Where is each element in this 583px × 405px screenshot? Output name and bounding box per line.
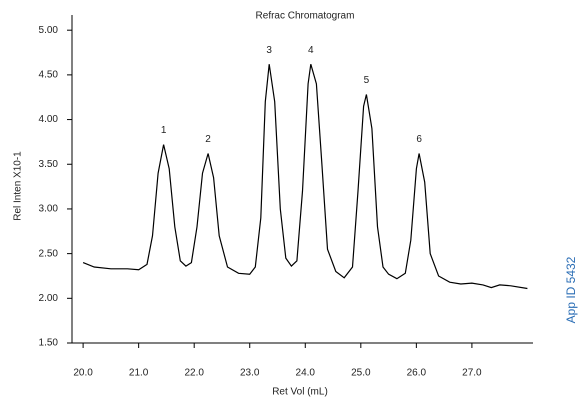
- chromatogram-line: [82, 64, 528, 290]
- peak-label: 6: [416, 134, 422, 145]
- peak-label: 5: [364, 75, 370, 86]
- y-tick-label: 3.00: [39, 204, 59, 215]
- side-note: App ID 5432: [564, 256, 578, 323]
- peak-label: 1: [161, 125, 167, 136]
- x-tick-label: 21.0: [129, 368, 149, 379]
- y-tick-label: 2.50: [39, 248, 59, 259]
- peak-label: 4: [308, 45, 314, 56]
- x-tick-label: 23.0: [240, 368, 260, 379]
- y-tick-label: 4.50: [39, 70, 59, 81]
- y-tick-label: 3.50: [39, 159, 59, 170]
- x-tick-label: 22.0: [184, 368, 204, 379]
- x-axis-label: Ret Vol (mL): [272, 387, 328, 398]
- peak-label: 2: [205, 134, 211, 145]
- x-tick-label: 24.0: [296, 368, 316, 379]
- chart-title: Refrac Chromatogram: [256, 11, 355, 22]
- peak-label: 3: [266, 45, 272, 56]
- x-tick-label: 26.0: [407, 368, 427, 379]
- y-tick-label: 5.00: [39, 25, 59, 36]
- x-tick-label: 27.0: [462, 368, 482, 379]
- y-tick-label: 2.00: [39, 293, 59, 304]
- y-tick-label: 1.50: [39, 338, 59, 349]
- y-axis-label: Rel Inten X10-1: [13, 151, 24, 221]
- x-tick-label: 25.0: [351, 368, 371, 379]
- x-tick-label: 20.0: [73, 368, 93, 379]
- y-tick-label: 4.00: [39, 114, 59, 125]
